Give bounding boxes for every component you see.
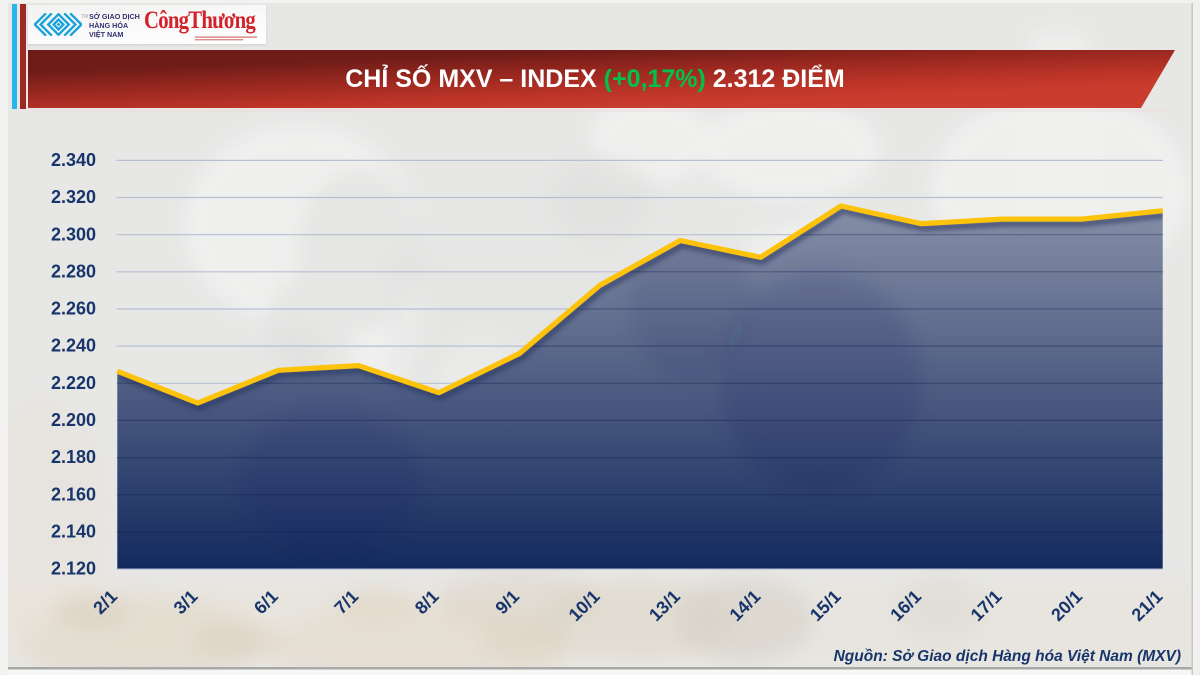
svg-text:2.160: 2.160 [51, 484, 96, 504]
svg-text:3/1: 3/1 [170, 586, 202, 618]
svg-text:13/1: 13/1 [645, 586, 684, 625]
svg-text:9/1: 9/1 [491, 586, 523, 618]
svg-text:6/1: 6/1 [250, 586, 282, 618]
svg-text:7/1: 7/1 [330, 586, 362, 618]
svg-text:15/1: 15/1 [806, 586, 845, 625]
svg-text:2.300: 2.300 [51, 224, 96, 244]
svg-text:2.240: 2.240 [51, 336, 96, 356]
svg-text:17/1: 17/1 [967, 586, 1006, 625]
svg-text:2.120: 2.120 [51, 559, 96, 579]
svg-text:2.340: 2.340 [51, 150, 96, 170]
svg-text:20/1: 20/1 [1047, 586, 1086, 625]
svg-text:2.180: 2.180 [51, 447, 96, 467]
svg-text:8/1: 8/1 [411, 586, 443, 618]
svg-text:2/1: 2/1 [89, 586, 121, 618]
svg-text:2.320: 2.320 [51, 187, 96, 207]
svg-text:2.200: 2.200 [51, 410, 96, 430]
svg-text:2.220: 2.220 [51, 373, 96, 393]
svg-text:10/1: 10/1 [565, 586, 604, 625]
svg-text:2.140: 2.140 [51, 522, 96, 542]
svg-text:21/1: 21/1 [1128, 586, 1167, 625]
svg-text:16/1: 16/1 [886, 586, 925, 625]
svg-text:2.260: 2.260 [51, 299, 96, 319]
svg-text:14/1: 14/1 [726, 586, 765, 625]
svg-text:2.280: 2.280 [51, 261, 96, 281]
